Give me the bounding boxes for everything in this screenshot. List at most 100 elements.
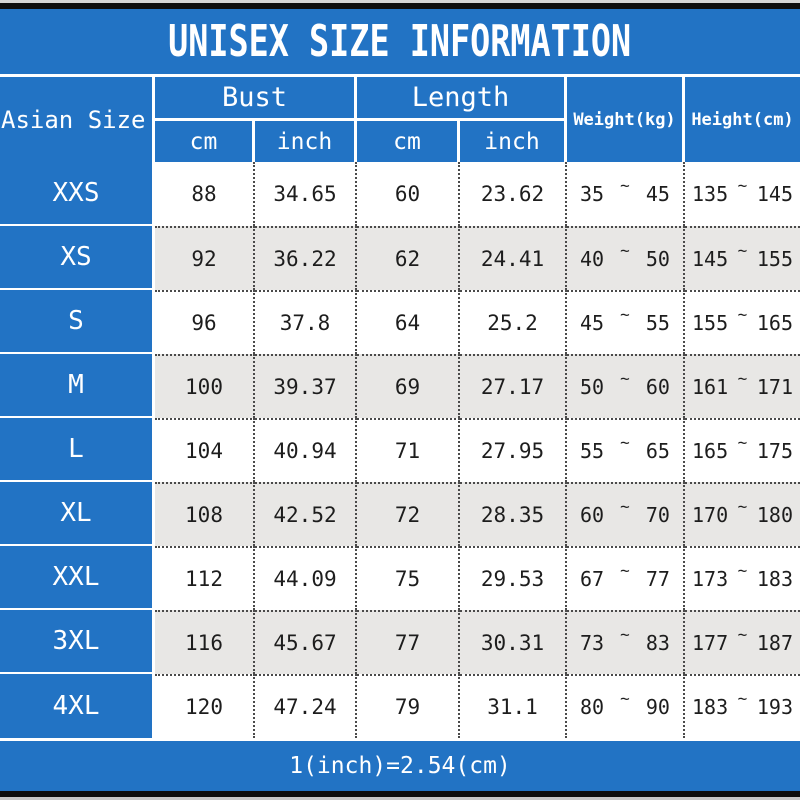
cell-bust-inch: 47.24 [255,674,357,738]
cell-height-range: 161 ~ 171 [685,354,800,418]
tilde-icon: ~ [737,688,748,708]
cell-bust-inch: 36.22 [255,226,357,290]
cell-bust-inch: 40.94 [255,418,357,482]
cell-length-inch: 28.35 [460,482,567,546]
weight-min: 60 [580,503,605,527]
cell-weight-range: 35 ~ 45 [567,162,685,226]
cell-height-range: 165 ~ 175 [685,418,800,482]
height-min: 155 [692,311,729,335]
weight-max: 70 [645,503,670,527]
cell-length-cm: 64 [357,290,460,354]
tilde-icon: ~ [737,496,748,516]
weight-max: 77 [645,567,670,591]
cell-length-cm: 71 [357,418,460,482]
tilde-icon: ~ [737,304,748,324]
cell-weight-range: 67 ~ 77 [567,546,685,610]
tilde-icon: ~ [620,304,630,324]
cell-length-inch: 24.41 [460,226,567,290]
table-row: XS 92 36.22 62 24.41 40 ~ 50 145 ~ 155 [0,226,800,290]
cell-bust-cm: 104 [155,418,255,482]
column-header-bust-cm: cm [155,121,255,162]
weight-max: 90 [645,695,670,719]
column-header-height: Height(cm) [691,109,794,130]
top-black-bar [0,3,800,9]
weight-max: 60 [645,375,670,399]
bottom-black-bar [0,791,800,797]
weight-min: 67 [580,567,605,591]
cell-bust-inch: 39.37 [255,354,357,418]
cell-length-inch: 31.1 [460,674,567,738]
table-row: M 100 39.37 69 27.17 50 ~ 60 161 ~ 171 [0,354,800,418]
table-row: 3XL 116 45.67 77 30.31 73 ~ 83 177 ~ 187 [0,610,800,674]
height-max: 180 [756,503,793,527]
height-min: 145 [692,247,729,271]
cell-length-inch: 27.95 [460,418,567,482]
size-label: XS [0,226,155,290]
weight-max: 55 [645,311,670,335]
size-label: L [0,418,155,482]
cell-weight-range: 50 ~ 60 [567,354,685,418]
cell-height-range: 135 ~ 145 [685,162,800,226]
height-min: 165 [692,439,729,463]
cell-bust-cm: 120 [155,674,255,738]
cell-length-cm: 69 [357,354,460,418]
cell-length-cm: 79 [357,674,460,738]
height-max: 193 [756,695,793,719]
size-label: M [0,354,155,418]
tilde-icon: ~ [620,240,630,260]
size-label: XXL [0,546,155,610]
cell-height-range: 183 ~ 193 [685,674,800,738]
weight-max: 65 [645,439,670,463]
cell-height-range: 155 ~ 165 [685,290,800,354]
height-max: 155 [756,247,793,271]
column-header-bust: Bust [155,77,357,121]
column-header-length-cm: cm [357,121,460,162]
tilde-icon: ~ [737,624,748,644]
cell-bust-inch: 37.8 [255,290,357,354]
cell-weight-range: 45 ~ 55 [567,290,685,354]
cell-length-inch: 25.2 [460,290,567,354]
cell-length-cm: 60 [357,162,460,226]
page-title: UNISEX SIZE INFORMATION [168,16,632,67]
bottom-edge-strip [0,797,800,800]
divider-line [0,738,800,741]
height-min: 183 [692,695,729,719]
table-row: XXS 88 34.65 60 23.62 35 ~ 45 135 ~ 145 [0,162,800,226]
size-label: S [0,290,155,354]
weight-min: 55 [580,439,605,463]
height-min: 177 [692,631,729,655]
table-row: L 104 40.94 71 27.95 55 ~ 65 165 ~ 175 [0,418,800,482]
cell-length-inch: 23.62 [460,162,567,226]
cell-height-range: 173 ~ 183 [685,546,800,610]
height-max: 171 [756,375,793,399]
tilde-icon: ~ [737,175,748,195]
cell-bust-cm: 108 [155,482,255,546]
height-min: 161 [692,375,729,399]
height-max: 175 [756,439,793,463]
title-banner: UNISEX SIZE INFORMATION [0,9,800,74]
height-max: 187 [756,631,793,655]
cell-height-range: 170 ~ 180 [685,482,800,546]
tilde-icon: ~ [737,432,748,452]
cell-length-cm: 75 [357,546,460,610]
tilde-icon: ~ [620,496,630,516]
weight-min: 35 [580,182,605,206]
size-label: XL [0,482,155,546]
cell-weight-range: 40 ~ 50 [567,226,685,290]
weight-min: 40 [580,247,605,271]
cell-bust-inch: 42.52 [255,482,357,546]
tilde-icon: ~ [620,688,630,708]
table-row: XL 108 42.52 72 28.35 60 ~ 70 170 ~ 180 [0,482,800,546]
conversion-note: 1(inch)=2.54(cm) [289,753,511,779]
weight-min: 45 [580,311,605,335]
table-row: 4XL 120 47.24 79 31.1 80 ~ 90 183 ~ 193 [0,674,800,738]
height-min: 170 [692,503,729,527]
tilde-icon: ~ [620,432,630,452]
top-edge-strip [0,0,800,3]
cell-height-range: 177 ~ 187 [685,610,800,674]
tilde-icon: ~ [620,624,630,644]
weight-min: 73 [580,631,605,655]
cell-length-cm: 72 [357,482,460,546]
weight-min: 50 [580,375,605,399]
cell-bust-inch: 44.09 [255,546,357,610]
